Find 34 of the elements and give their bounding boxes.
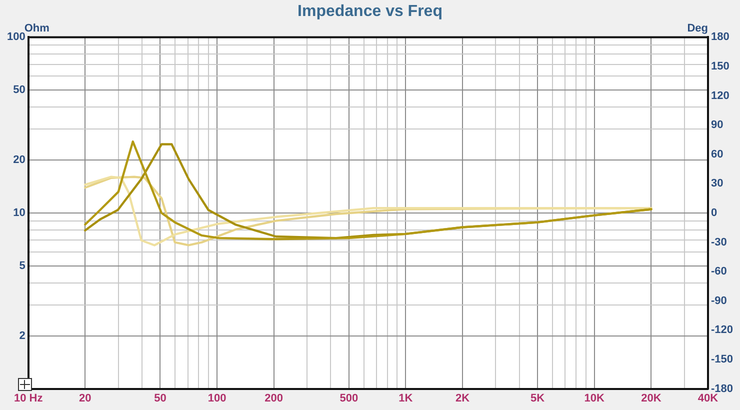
y-tick-label: 50 — [13, 84, 26, 96]
y-tick-label: 100 — [6, 31, 26, 44]
x-tick-label: 20K — [641, 392, 662, 404]
x-tick-label: 2K — [455, 392, 470, 404]
x-tick-label: 50 — [154, 392, 166, 404]
y-tick-label: 2 — [19, 330, 26, 342]
y-axis-title: Ohm — [24, 22, 50, 35]
y2-tick-label: 30 — [710, 178, 724, 190]
y2-tick-label: -60 — [710, 266, 727, 278]
y-tick-label: 10 — [13, 207, 26, 220]
y2-tick-label: -90 — [710, 294, 727, 307]
y2-tick-label: -30 — [710, 236, 727, 248]
y2-tick-label: -180 — [710, 382, 734, 395]
y-tick-label: 20 — [13, 154, 26, 166]
y2-tick-label: 120 — [710, 90, 730, 102]
x-tick-label: 20 — [79, 392, 92, 404]
x-tick-label: 1K — [398, 392, 413, 404]
y2-tick-label: 60 — [710, 148, 724, 160]
y2-tick-label: 0 — [710, 207, 718, 220]
x-tick-label: 10K — [584, 392, 605, 404]
y2-tick-label: 90 — [710, 119, 724, 132]
y-tick-label: 5 — [19, 260, 26, 272]
y2-tick-label: -150 — [710, 354, 734, 366]
x-tick-label: 5K — [530, 392, 545, 404]
x-tick-label: 40K — [698, 392, 718, 404]
y2-tick-label: -120 — [710, 324, 734, 336]
x-tick-label: 100 — [208, 392, 226, 404]
chart-title: Impedance vs Freq — [298, 3, 442, 20]
x-tick-label: 10 Hz — [14, 392, 44, 404]
x-tick-label: 500 — [340, 392, 358, 404]
y2-tick-label: 180 — [710, 31, 730, 44]
x-tick-label: 200 — [264, 392, 284, 404]
y2-axis-title: Deg — [687, 22, 708, 35]
y2-tick-label: 150 — [710, 60, 730, 73]
